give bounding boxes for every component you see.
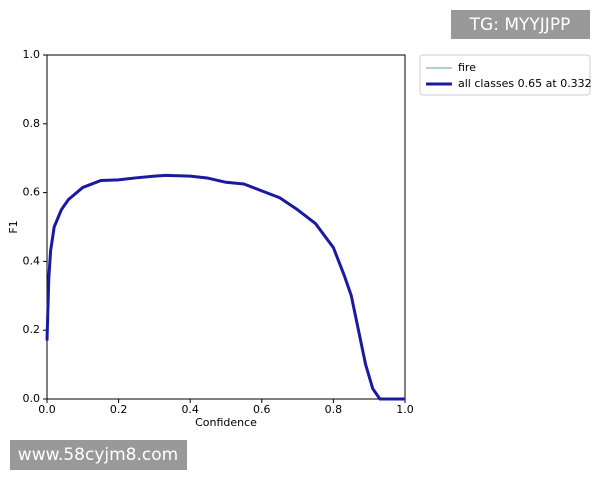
series-line	[46, 174, 405, 400]
y-tick-label: 0.2	[23, 323, 41, 336]
watermark-box	[451, 10, 590, 39]
x-tick-label: 0.4	[181, 403, 199, 416]
legend-box	[419, 54, 591, 96]
y-axis-label: F1	[7, 220, 20, 233]
legend-label: fire	[458, 61, 476, 74]
y-tick-label: 0.6	[23, 186, 41, 199]
x-axis-label: Confidence	[195, 416, 257, 429]
watermark-box	[10, 440, 187, 470]
x-tick-label: 0.6	[253, 403, 271, 416]
x-tick-label: 0.0	[38, 403, 56, 416]
watermark: www.58cyjm8.com	[18, 445, 178, 465]
y-tick-label: 0.8	[23, 117, 41, 130]
series-line	[45, 173, 405, 401]
y-tick-label: 0.4	[23, 254, 41, 267]
legend-label: all classes 0.65 at 0.332	[458, 77, 592, 90]
watermark: TG: MYYJJPP	[469, 15, 571, 35]
plot-frame	[46, 54, 406, 400]
x-tick-label: 0.2	[110, 403, 128, 416]
y-tick-label: 0.0	[23, 392, 41, 405]
x-tick-label: 0.8	[325, 403, 343, 416]
y-tick-label: 1.0	[23, 48, 41, 61]
x-tick-label: 1.0	[396, 403, 414, 416]
